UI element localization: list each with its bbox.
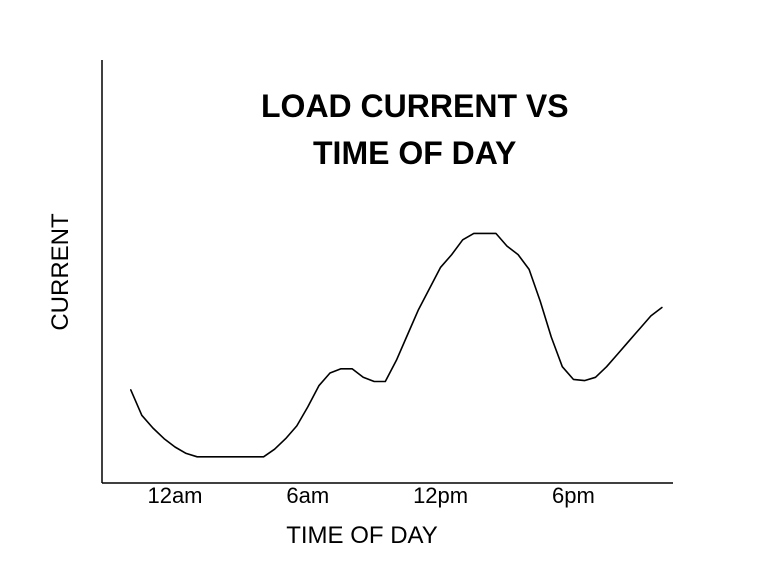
x-tick-label: 12pm <box>413 483 468 508</box>
x-axis-label: TIME OF DAY <box>286 522 438 549</box>
x-tick-labels: 12am 6am 12pm 6pm <box>147 483 594 508</box>
chart-title-line-1: LOAD CURRENT VS <box>261 88 569 124</box>
x-tick-label: 6pm <box>552 483 595 508</box>
x-tick-label: 6am <box>286 483 329 508</box>
chart-title-line-2: TIME OF DAY <box>313 135 516 171</box>
load-current-series-line <box>130 232 663 458</box>
series-layer <box>130 232 663 458</box>
x-tick-label: 12am <box>147 483 202 508</box>
y-axis-label: CURRENT <box>47 213 74 331</box>
